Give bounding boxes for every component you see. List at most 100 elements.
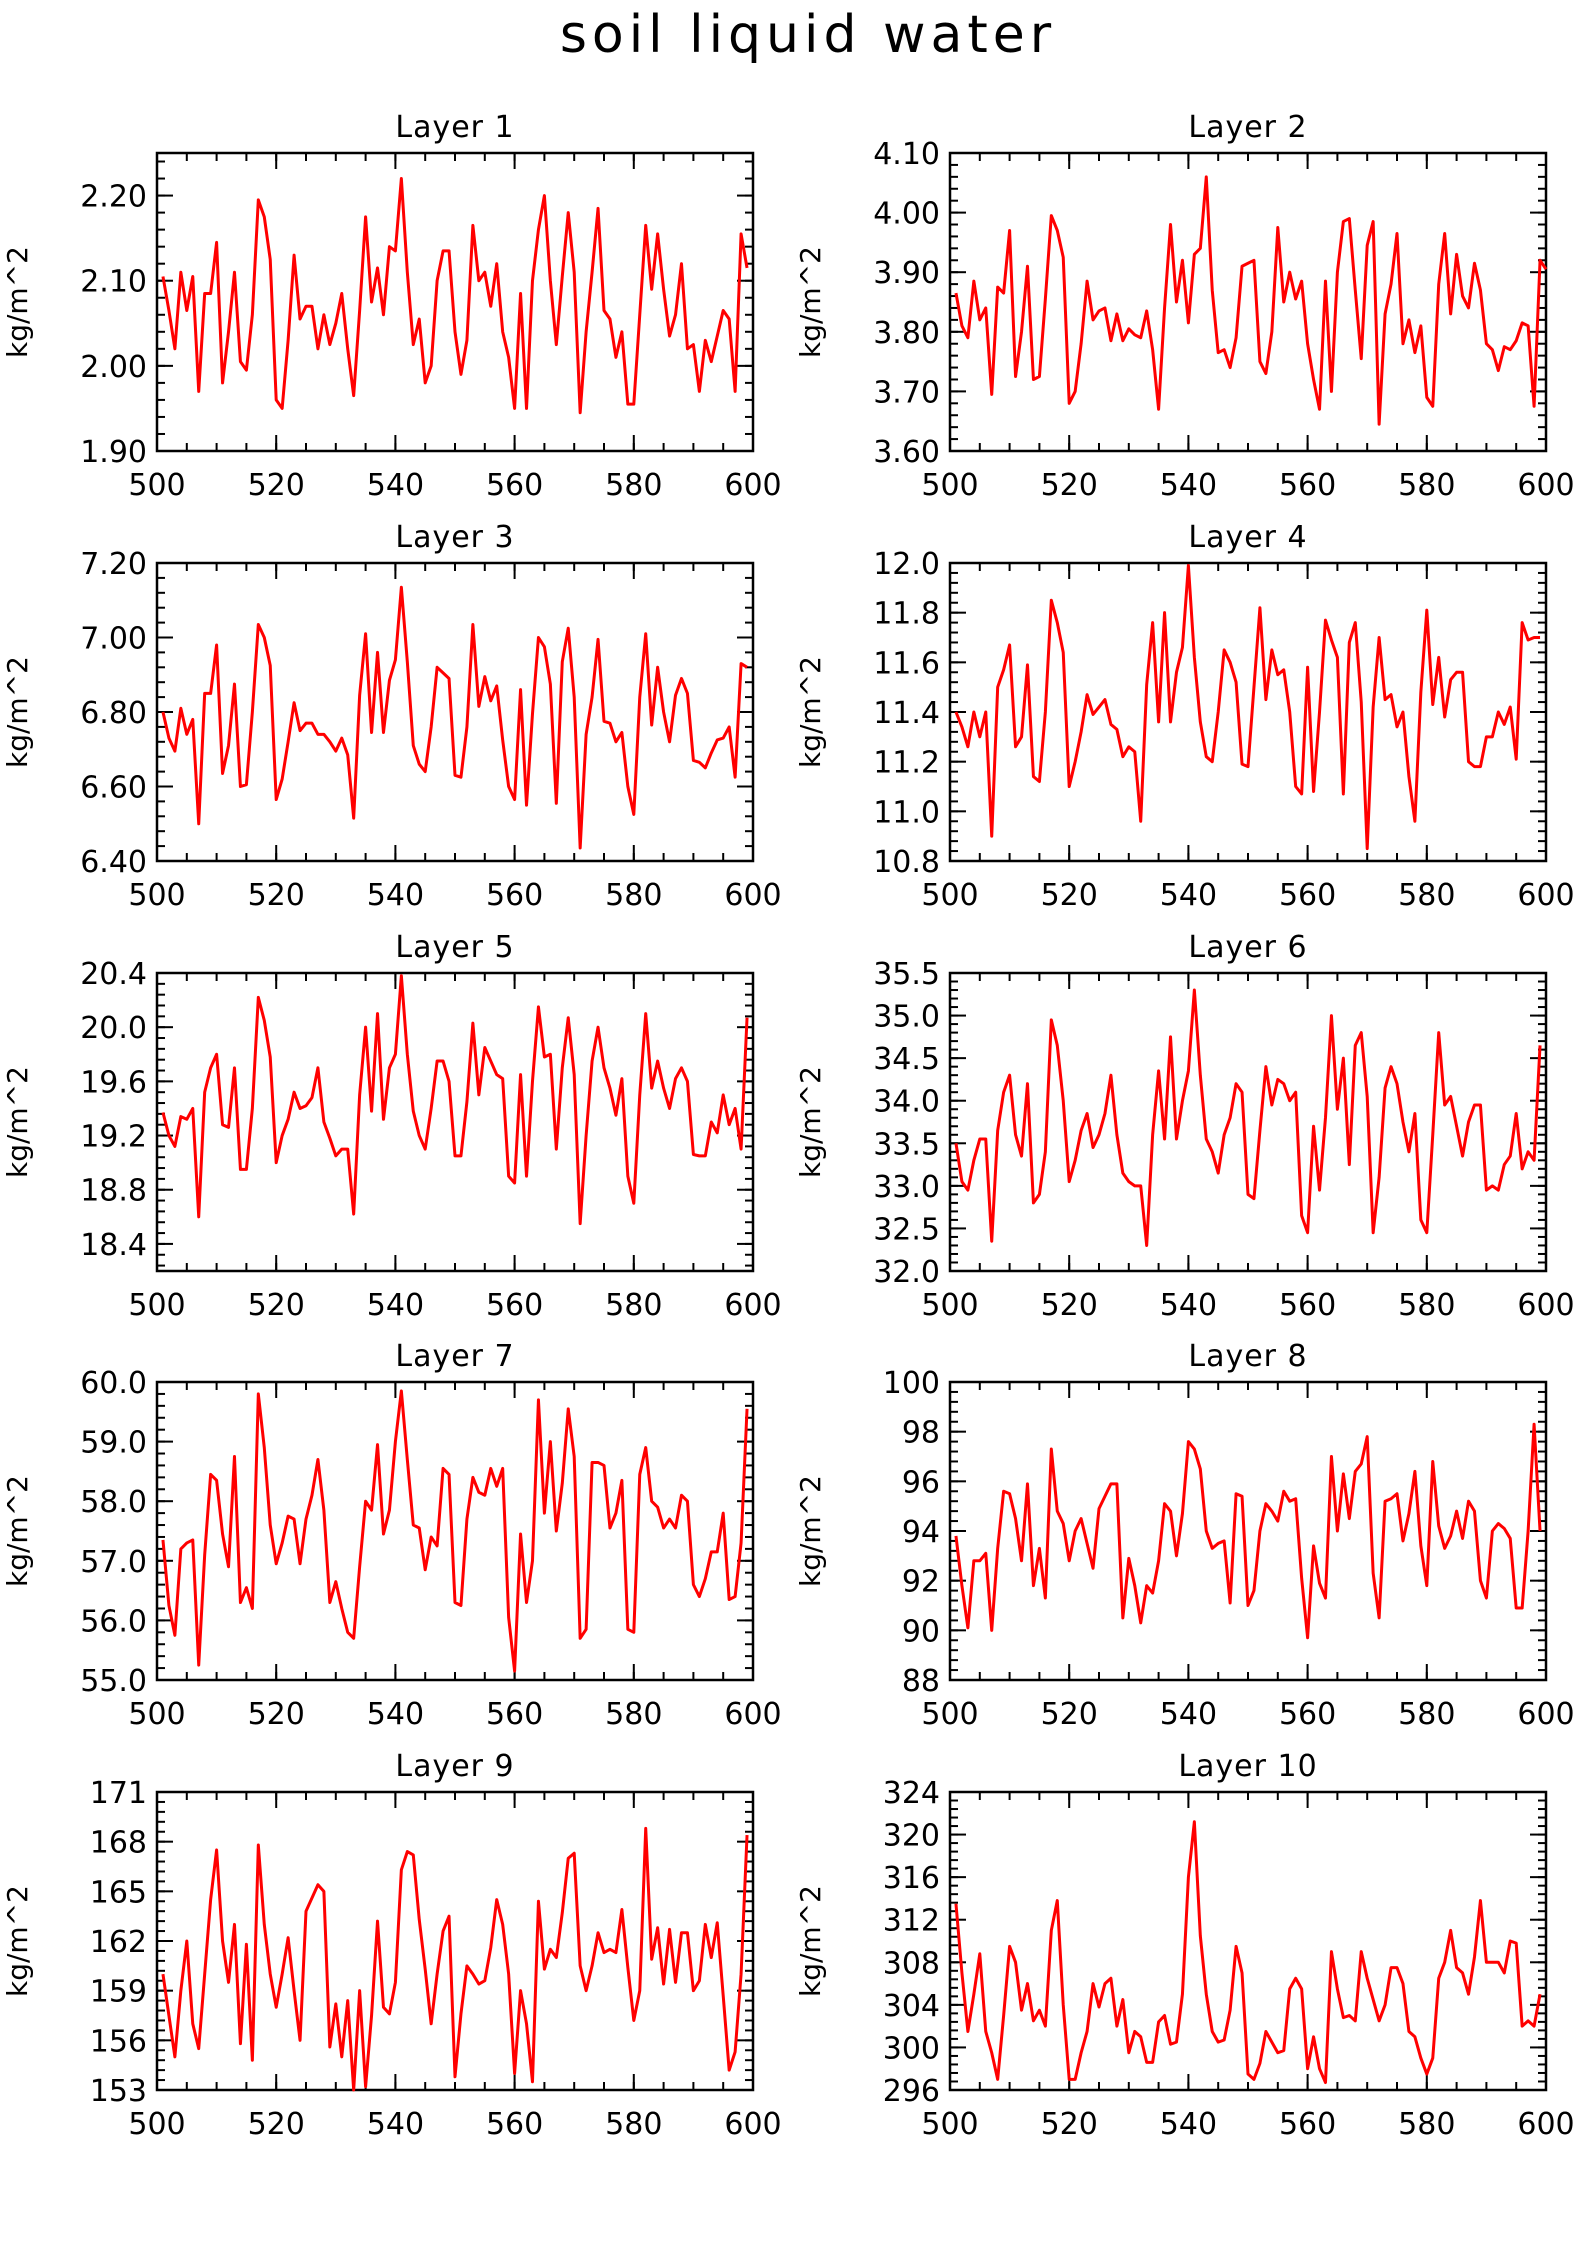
y-tick-label: 171: [90, 1776, 147, 1811]
y-tick-label: 88: [902, 1664, 940, 1699]
x-tick-label: 540: [367, 1288, 424, 1323]
x-tick-label: 560: [1279, 468, 1336, 503]
x-tick-label: 500: [921, 1697, 978, 1732]
x-tick-label: 500: [128, 878, 185, 913]
y-tick-label: 2.20: [80, 180, 147, 215]
y-tick-label: 3.60: [873, 435, 940, 470]
x-tick-label: 560: [486, 1288, 543, 1323]
y-axis-label: kg/m^2: [794, 1066, 827, 1178]
x-tick-label: 520: [248, 2107, 305, 2142]
series-line: [954, 563, 1541, 851]
x-tick-label: 560: [486, 1697, 543, 1732]
y-tick-label: 60.0: [80, 1366, 147, 1401]
x-tick-label: 600: [724, 468, 781, 503]
y-tick-label: 153: [90, 2074, 147, 2109]
x-tick-label: 600: [1517, 1697, 1574, 1732]
series-line: [161, 177, 749, 415]
panel-title: Layer 8: [1188, 1339, 1307, 1374]
y-tick-label: 320: [883, 1819, 940, 1854]
plot-frame: [948, 1380, 1548, 1682]
y-tick-label: 168: [90, 1826, 147, 1861]
y-tick-label: 11.2: [873, 746, 940, 781]
panel-layer-10: Layer 10 kg/m^2 500 520 540 560 580 600 296 300 30…: [794, 1749, 1575, 2142]
y-axis-label: kg/m^2: [794, 1885, 827, 1997]
x-tick-label: 540: [1160, 1697, 1217, 1732]
y-axis-label: kg/m^2: [1, 1885, 34, 1997]
y-tick-label: 2.10: [80, 265, 147, 300]
panel-title: Layer 3: [395, 520, 514, 555]
y-axis-label: kg/m^2: [794, 1475, 827, 1587]
plot-frame: [155, 151, 755, 453]
x-tick-label: 500: [921, 2107, 978, 2142]
x-tick-label: 540: [367, 2107, 424, 2142]
x-tick-label: 500: [921, 878, 978, 913]
y-tick-label: 156: [90, 2024, 147, 2059]
panel-layer-8: Layer 8 kg/m^2 500 520 540 560 580 600 88 90 92 94 9…: [794, 1339, 1575, 1732]
x-tick-label: 520: [1041, 1697, 1098, 1732]
y-tick-label: 308: [883, 1946, 940, 1981]
y-tick-label: 56.0: [80, 1604, 147, 1639]
panel-title: Layer 5: [395, 930, 514, 965]
series-line: [161, 1389, 749, 1673]
series-line: [954, 175, 1548, 426]
panel-layer-7: Layer 7 kg/m^2 500 520 540 560 580 600 55.0 56.0 5…: [1, 1339, 782, 1732]
x-tick-label: 540: [1160, 468, 1217, 503]
x-tick-label: 580: [1398, 1288, 1455, 1323]
plot-frame: [948, 561, 1548, 863]
x-tick-label: 580: [1398, 468, 1455, 503]
y-tick-label: 11.6: [873, 646, 940, 681]
y-tick-label: 11.0: [873, 795, 940, 830]
y-tick-label: 35.0: [873, 1000, 940, 1035]
panel-title: Layer 2: [1188, 110, 1307, 145]
y-tick-label: 19.2: [80, 1120, 147, 1155]
y-tick-label: 35.5: [873, 957, 940, 992]
y-tick-label: 1.90: [80, 435, 147, 470]
x-tick-label: 500: [128, 2107, 185, 2142]
y-tick-label: 34.0: [873, 1085, 940, 1120]
series-line: [954, 1820, 1542, 2085]
panel-title: Layer 10: [1178, 1749, 1317, 1784]
y-tick-label: 300: [883, 2031, 940, 2066]
y-axis-label: kg/m^2: [794, 656, 827, 768]
y-tick-label: 20.0: [80, 1011, 147, 1046]
x-tick-label: 560: [486, 468, 543, 503]
x-tick-label: 560: [486, 2107, 543, 2142]
x-tick-label: 600: [724, 1288, 781, 1323]
series-line: [161, 585, 748, 850]
panel-title: Layer 7: [395, 1339, 514, 1374]
x-tick-label: 580: [605, 2107, 662, 2142]
y-tick-label: 18.8: [80, 1174, 147, 1209]
x-tick-label: 560: [1279, 1288, 1336, 1323]
x-tick-label: 580: [1398, 2107, 1455, 2142]
y-tick-label: 324: [883, 1776, 940, 1811]
panel-layer-6: Layer 6 kg/m^2 500 520 540 560 580 600 32.0 32.5 3…: [794, 930, 1575, 1323]
x-tick-label: 580: [605, 468, 662, 503]
y-tick-label: 32.5: [873, 1212, 940, 1247]
panel-layer-2: Layer 2 kg/m^2 500 520 540 560 580 600 3.60 3.70 3…: [794, 110, 1575, 503]
x-tick-label: 580: [1398, 878, 1455, 913]
y-tick-label: 6.80: [80, 696, 147, 731]
plot-frame: [948, 151, 1548, 453]
x-tick-label: 520: [248, 1697, 305, 1732]
series-line: [161, 1826, 749, 2092]
panel-title: Layer 4: [1188, 520, 1307, 555]
y-tick-label: 33.0: [873, 1170, 940, 1205]
x-tick-label: 500: [128, 1697, 185, 1732]
y-tick-label: 312: [883, 1904, 940, 1939]
panel-layer-3: Layer 3 kg/m^2 500 520 540 560 580 600 6.40 6.60 6…: [1, 520, 782, 913]
x-tick-label: 560: [486, 878, 543, 913]
x-tick-label: 520: [248, 468, 305, 503]
y-tick-label: 7.00: [80, 622, 147, 657]
x-tick-label: 560: [1279, 2107, 1336, 2142]
x-tick-label: 600: [1517, 1288, 1574, 1323]
x-tick-label: 600: [1517, 878, 1574, 913]
x-tick-label: 560: [1279, 1697, 1336, 1732]
y-tick-label: 34.5: [873, 1042, 940, 1077]
y-tick-label: 304: [883, 1989, 940, 2024]
y-tick-label: 159: [90, 1975, 147, 2010]
y-tick-label: 98: [902, 1416, 940, 1451]
y-tick-label: 100: [883, 1366, 940, 1401]
x-tick-label: 520: [248, 878, 305, 913]
y-tick-label: 165: [90, 1875, 147, 1910]
x-tick-label: 520: [1041, 468, 1098, 503]
